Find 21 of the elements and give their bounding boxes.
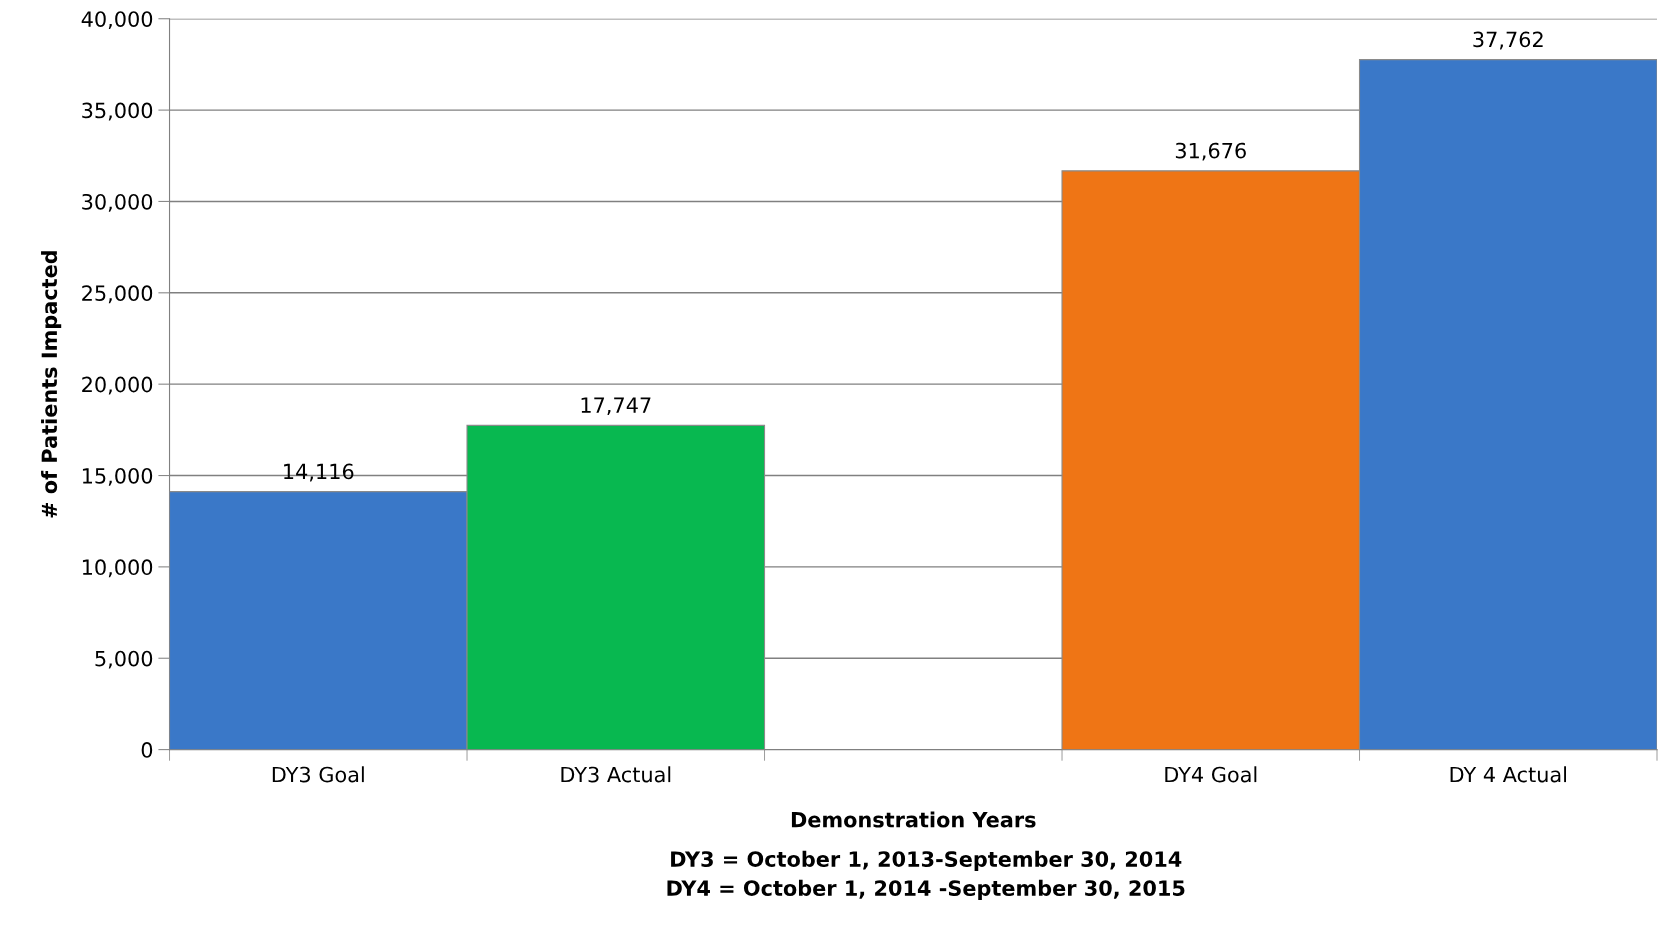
y-tick-label: 0 <box>141 742 153 758</box>
y-tick-label: 20,000 <box>82 376 153 395</box>
data-label: 17,747 <box>581 397 651 416</box>
x-tick-label: DY 4 Actual <box>1450 766 1567 783</box>
data-label: 37,762 <box>1473 31 1543 50</box>
data-label: 31,676 <box>1175 142 1246 161</box>
text: DY3 = October 1, 2013-September 30, 2014 <box>671 850 1182 871</box>
x-axis-title: Demonstration Years <box>791 811 1036 828</box>
y-tick-label: 5,000 <box>95 650 153 669</box>
y-axis-title: # of Patients Impacted <box>41 251 62 518</box>
data-label: 14,116 <box>284 463 354 482</box>
x-tick-label: DY4 Goal <box>1165 766 1257 783</box>
y-tick-label: 10,000 <box>82 559 153 578</box>
y-tick-label: 25,000 <box>82 285 153 304</box>
y-tick-label: 30,000 <box>82 193 153 212</box>
x-tick-label: DY3 Goal <box>272 766 364 783</box>
text: DY4 = October 1, 2014 -September 30, 2015 <box>667 879 1185 901</box>
y-tick-label: 35,000 <box>82 102 153 121</box>
y-tick-label: 40,000 <box>81 11 153 30</box>
y-tick-label: 15,000 <box>82 467 153 486</box>
x-tick-label: DY3 Actual <box>561 766 671 783</box>
